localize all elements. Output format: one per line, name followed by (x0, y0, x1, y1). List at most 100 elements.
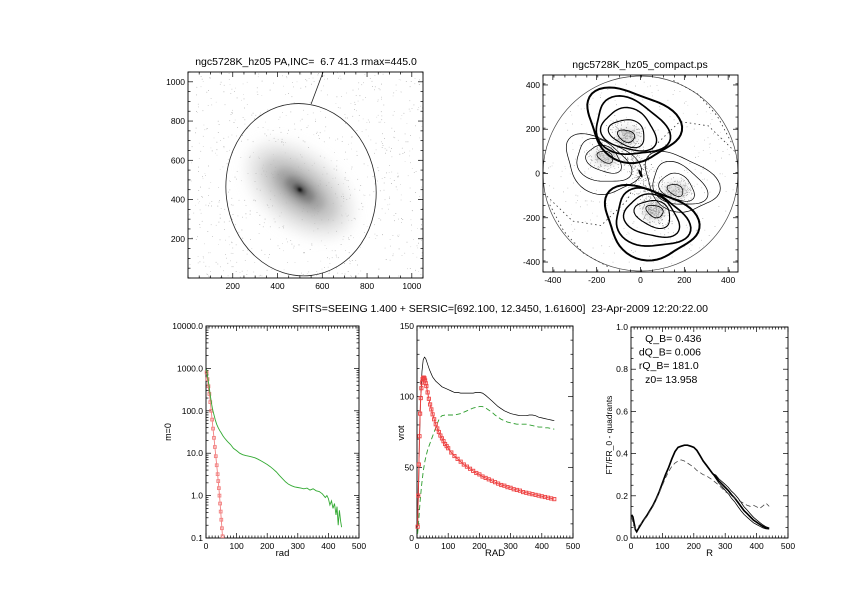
svg-text:400: 400 (526, 80, 540, 90)
series-ft-quadrant-3 (712, 473, 770, 530)
svg-text:200: 200 (226, 281, 240, 291)
svg-text:400: 400 (750, 541, 764, 551)
svg-text:-400: -400 (544, 275, 561, 285)
series-m0-profile (206, 369, 343, 528)
svg-text:100: 100 (400, 392, 414, 402)
svg-text:50: 50 (405, 462, 415, 472)
svg-text:10000.0: 10000.0 (172, 321, 203, 331)
svg-text:1.0: 1.0 (191, 491, 203, 501)
svg-text:150: 150 (400, 321, 414, 331)
svg-text:10.0: 10.0 (186, 448, 203, 458)
svg-text:0: 0 (638, 275, 643, 285)
contour-level (599, 106, 658, 152)
svg-text:400: 400 (535, 541, 549, 551)
panel-bm-series (415, 356, 557, 534)
svg-text:0: 0 (415, 541, 420, 551)
zero-contour-dotted (549, 204, 608, 267)
svg-text:1000: 1000 (166, 77, 185, 87)
svg-text:800: 800 (360, 281, 374, 291)
svg-text:1000: 1000 (402, 281, 421, 291)
annotation-rQ_B: rQ_B= 181.0 (639, 360, 699, 372)
panel-tl-axes: 200 400 600 800 1000 200 400 600 800 1000 (166, 71, 424, 291)
contour-level (596, 150, 614, 164)
contour-level (607, 119, 645, 149)
contour-level (603, 183, 701, 262)
contour-level (666, 184, 684, 197)
svg-text:100: 100 (230, 541, 244, 551)
xlabel-R: R (706, 548, 713, 559)
panel-title-galaxy-image: ngc5728K_hz05 PA,INC= 6.7 41.3 rmax=445.… (195, 56, 417, 68)
center-dark-bar (638, 169, 643, 178)
figure-suptitle: SFITS=SEEING 1.400 + SERSIC=[692.100, 12… (292, 303, 708, 315)
svg-text:200: 200 (260, 541, 274, 551)
contour-level (615, 186, 692, 247)
svg-text:600: 600 (315, 281, 329, 291)
contour-level (576, 138, 633, 182)
annotation-dQ_B: dQ_B= 0.006 (639, 346, 701, 358)
contour-level (645, 204, 664, 219)
svg-text:-200: -200 (523, 213, 540, 223)
contour-level (595, 95, 672, 156)
position-angle-line (310, 71, 324, 105)
svg-text:1.0: 1.0 (616, 322, 628, 332)
panel-tr-axes: -400 -200 0 200 400 -400 -200 0 200 400 (523, 74, 739, 285)
zero-contour-dotted (546, 121, 735, 226)
svg-text:300: 300 (504, 541, 518, 551)
svg-text:-400: -400 (523, 257, 540, 267)
svg-text:600: 600 (171, 155, 185, 165)
svg-text:200: 200 (171, 234, 185, 244)
contour-level (633, 199, 671, 230)
svg-text:500: 500 (566, 541, 580, 551)
ylabel-vrot: vrot (396, 425, 406, 441)
svg-text:500: 500 (781, 541, 795, 551)
contour-level (585, 144, 622, 174)
contour-level (622, 193, 681, 239)
svg-text:500: 500 (352, 541, 366, 551)
svg-text:0: 0 (629, 541, 634, 551)
svg-text:200: 200 (677, 275, 691, 285)
contour-level (644, 150, 721, 213)
svg-text:200: 200 (472, 541, 486, 551)
annotation-z0: z0= 13.958 (645, 374, 697, 386)
svg-text:300: 300 (291, 541, 305, 551)
svg-text:0: 0 (535, 169, 540, 179)
panel-bl-series (204, 368, 343, 539)
series-psf-profile (206, 372, 223, 537)
svg-text:200: 200 (526, 124, 540, 134)
svg-text:0.6: 0.6 (616, 406, 628, 416)
svg-text:0.8: 0.8 (616, 364, 628, 374)
svg-text:300: 300 (718, 541, 732, 551)
series-vrot-total (417, 356, 555, 527)
ylabel-m0: m=0 (163, 423, 173, 441)
panel-br-axes: 0 100 200 300 400 500 0.0 0.2 0.4 0.6 0.8 1.0 (616, 322, 795, 551)
panel-bm-axes: 0 100 200 300 400 500 0 50 100 150 (400, 321, 581, 551)
contour-level (616, 129, 636, 143)
series-vrot-bulge (417, 377, 555, 527)
svg-text:0.2: 0.2 (616, 491, 628, 501)
svg-text:400: 400 (171, 195, 185, 205)
svg-text:100.0: 100.0 (182, 406, 204, 416)
svg-text:400: 400 (721, 275, 735, 285)
series-vrot-disk (417, 406, 555, 534)
svg-text:1000.0: 1000.0 (177, 363, 203, 373)
svg-text:0: 0 (409, 533, 414, 543)
panel-title-compact: ngc5728K_hz05_compact.ps (572, 59, 708, 71)
ylabel-ftfr-quadrants: FT/FR_0 - quadrants (604, 395, 614, 475)
svg-text:200: 200 (687, 541, 701, 551)
series-ft-mean (630, 444, 770, 534)
svg-text:0: 0 (204, 541, 209, 551)
svg-text:400: 400 (270, 281, 284, 291)
zero-contour-dotted (673, 80, 732, 143)
svg-text:0.4: 0.4 (616, 449, 628, 459)
contour-level (658, 172, 695, 202)
contour-level (586, 86, 684, 165)
svg-text:0.0: 0.0 (616, 533, 628, 543)
svg-text:800: 800 (171, 116, 185, 126)
svg-text:-200: -200 (588, 275, 605, 285)
fit-ellipse-overlay (225, 103, 377, 277)
svg-text:100: 100 (441, 541, 455, 551)
contour-level (652, 160, 709, 205)
